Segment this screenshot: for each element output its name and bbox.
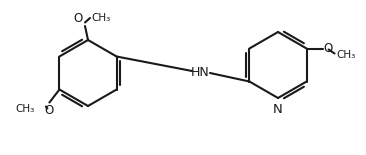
- Text: HN: HN: [191, 66, 209, 80]
- Text: O: O: [74, 12, 83, 25]
- Text: CH₃: CH₃: [91, 13, 110, 23]
- Text: O: O: [324, 42, 333, 55]
- Text: CH₃: CH₃: [337, 51, 356, 60]
- Text: N: N: [273, 103, 283, 116]
- Text: O: O: [45, 104, 54, 117]
- Text: CH₃: CH₃: [15, 104, 34, 113]
